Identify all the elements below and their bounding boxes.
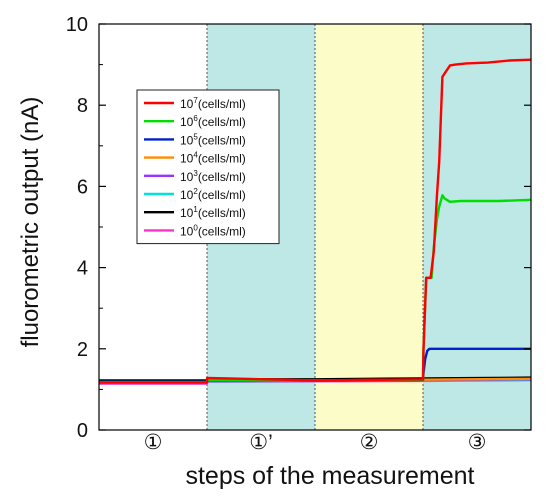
- legend-base: 10: [180, 152, 194, 166]
- legend-unit: (cells/ml): [198, 206, 246, 220]
- legend-label-2: 105(cells/ml): [180, 132, 246, 147]
- legend-base: 10: [180, 224, 194, 238]
- legend-box: [136, 89, 280, 245]
- legend-base: 10: [180, 133, 194, 147]
- x-tick-label: ①’: [249, 431, 273, 454]
- legend-exponent: 4: [193, 151, 198, 160]
- legend-unit: (cells/ml): [198, 170, 246, 184]
- legend-label-5: 102(cells/ml): [180, 187, 246, 202]
- legend-unit: (cells/ml): [198, 133, 246, 147]
- legend-base: 10: [180, 206, 194, 220]
- y-tick-label: 0: [77, 420, 88, 442]
- legend-exponent: 1: [193, 205, 198, 214]
- x-tick-label: ③: [468, 431, 487, 454]
- legend-exponent: 7: [193, 96, 198, 105]
- series-line-0: [99, 58, 532, 384]
- legend-exponent: 6: [193, 114, 198, 123]
- legend-unit: (cells/ml): [198, 97, 246, 111]
- legend-exponent: 3: [193, 169, 198, 178]
- y-tick-label: 8: [77, 95, 88, 117]
- y-tick-label: 6: [77, 176, 88, 198]
- x-tick-label: ①: [144, 431, 163, 454]
- step-band-4: [423, 24, 531, 430]
- legend-unit: (cells/ml): [198, 152, 246, 166]
- legend-label-6: 101(cells/ml): [180, 205, 246, 220]
- legend-label-0: 107(cells/ml): [180, 96, 246, 111]
- legend-unit: (cells/ml): [198, 224, 246, 238]
- legend-label-4: 103(cells/ml): [180, 169, 246, 184]
- y-tick-label: 2: [77, 339, 88, 361]
- legend-exponent: 5: [193, 132, 198, 141]
- legend-unit: (cells/ml): [198, 188, 246, 202]
- x-axis: ① ①’ ② ③: [144, 431, 487, 454]
- legend-exponent: 0: [193, 223, 198, 232]
- legend-label-7: 100(cells/ml): [180, 223, 246, 238]
- x-tick-label: ②: [360, 431, 379, 454]
- y-tick-label: 10: [66, 14, 88, 36]
- y-axis-label: fluorometric output (nA): [17, 97, 44, 348]
- legend-base: 10: [180, 115, 194, 129]
- x-axis-label: steps of the measurement: [185, 462, 474, 490]
- legend-label-1: 106(cells/ml): [180, 114, 246, 129]
- y-tick-label: 4: [77, 258, 88, 280]
- step-band-3: [315, 24, 423, 430]
- legend-base: 10: [180, 188, 194, 202]
- legend-label-3: 104(cells/ml): [180, 151, 246, 166]
- legend: 107(cells/ml)106(cells/ml)105(cells/ml)1…: [136, 89, 280, 245]
- legend-base: 10: [180, 170, 194, 184]
- series-lines: [99, 58, 532, 385]
- legend-base: 10: [180, 97, 194, 111]
- legend-unit: (cells/ml): [198, 115, 246, 129]
- legend-exponent: 2: [193, 187, 198, 196]
